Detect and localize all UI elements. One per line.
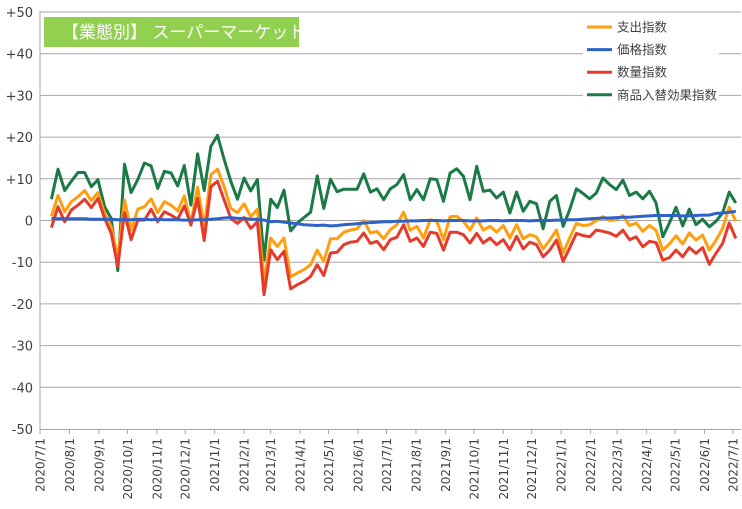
x-tick-label: 2020/7/1 bbox=[34, 438, 48, 492]
y-tick-label: +20 bbox=[6, 131, 33, 146]
series-line-3 bbox=[49, 133, 738, 272]
x-tick-label: 2021/4/1 bbox=[294, 438, 308, 492]
legend-label: 商品入替効果指数 bbox=[617, 87, 718, 102]
chart-title-text: 【業態別】 スーパーマーケット bbox=[62, 23, 305, 43]
x-tick-label: 2021/9/1 bbox=[439, 438, 453, 492]
x-tick-label: 2021/1/1 bbox=[208, 438, 222, 492]
chart-title-background bbox=[44, 17, 299, 47]
y-tick-label: -40 bbox=[12, 381, 33, 396]
x-tick-label: 2021/6/1 bbox=[352, 438, 366, 492]
x-tick-label: 2022/7/1 bbox=[727, 438, 741, 492]
x-tick-label: 2022/3/1 bbox=[611, 438, 625, 492]
series-lines bbox=[49, 133, 738, 297]
x-tick-label: 2021/11/1 bbox=[497, 438, 511, 500]
y-tick-label: -30 bbox=[12, 340, 33, 355]
y-axis-ticks: +50 +40 +30 +20 +10 0 -10 -20 -30 -40 -50 bbox=[6, 6, 33, 438]
x-tick-label: 2021/2/1 bbox=[238, 438, 252, 492]
legend-background bbox=[583, 14, 719, 108]
series-line-2 bbox=[49, 179, 738, 297]
y-tick-label: +30 bbox=[6, 89, 33, 104]
x-axis-ticks: 2020/7/1 2020/8/1 2020/9/1 2020/10/1 2020/11… bbox=[34, 430, 741, 500]
x-tick-label: 2022/6/1 bbox=[698, 438, 712, 492]
x-tick-label: 2021/3/1 bbox=[264, 438, 278, 492]
x-tick-label: 2021/10/1 bbox=[467, 438, 481, 500]
x-tick-label: 2022/5/1 bbox=[669, 438, 683, 492]
y-tick-label: +50 bbox=[6, 6, 33, 21]
y-tick-label: -10 bbox=[12, 256, 33, 271]
x-tick-label: 2020/10/1 bbox=[121, 438, 135, 500]
series-line-1 bbox=[51, 209, 737, 228]
x-tick-label: 2022/4/1 bbox=[640, 438, 654, 492]
x-tick-label: 2020/8/1 bbox=[63, 438, 77, 492]
x-tick-label: 2021/5/1 bbox=[322, 438, 336, 492]
y-tick-label: 0 bbox=[25, 215, 33, 230]
x-tick-label: 2020/11/1 bbox=[150, 438, 164, 500]
x-tick-label: 2021/8/1 bbox=[409, 438, 423, 492]
y-tick-label: -20 bbox=[12, 298, 33, 313]
y-tick-label: +40 bbox=[6, 48, 33, 63]
x-tick-label: 2022/1/1 bbox=[555, 438, 569, 492]
y-tick-label: +10 bbox=[6, 173, 33, 188]
legend-label: 支出指数 bbox=[617, 20, 668, 35]
x-tick-label: 2021/12/1 bbox=[525, 438, 539, 500]
legend-label: 価格指数 bbox=[617, 42, 668, 57]
x-tick-label: 2020/9/1 bbox=[92, 438, 106, 492]
x-tick-label: 2022/2/1 bbox=[584, 438, 598, 492]
y-tick-label: -50 bbox=[12, 423, 33, 438]
legend-label: 数量指数 bbox=[617, 65, 668, 80]
x-tick-label: 2020/12/1 bbox=[179, 438, 193, 500]
chart-title: 【業態別】 スーパーマーケット bbox=[44, 17, 305, 47]
x-tick-label: 2021/7/1 bbox=[380, 438, 394, 492]
